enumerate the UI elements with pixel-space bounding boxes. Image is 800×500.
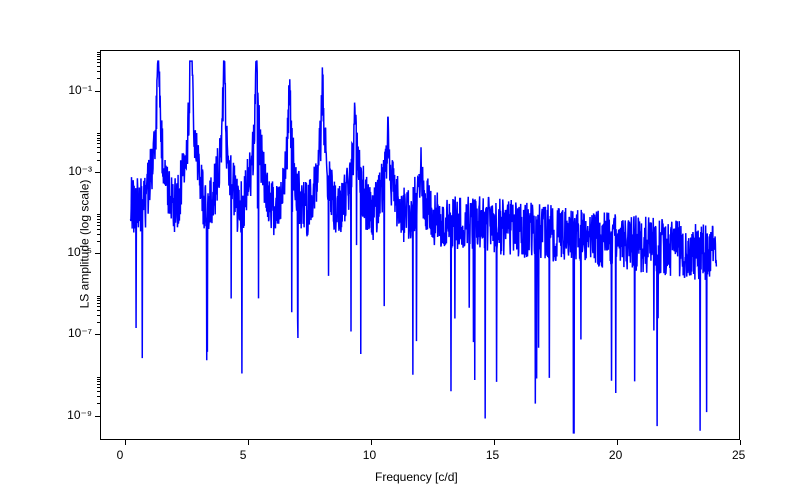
y-minor-tick <box>97 387 100 388</box>
y-minor-tick <box>97 315 100 316</box>
y-axis-label: LS amplitude (log scale) <box>77 180 91 309</box>
x-tick-label: 10 <box>363 448 376 462</box>
y-minor-tick <box>97 384 100 385</box>
x-tick-mark <box>617 440 618 445</box>
y-minor-tick <box>97 296 100 297</box>
y-minor-tick <box>97 241 100 242</box>
y-minor-tick <box>97 66 100 67</box>
y-tick-label: 10⁻⁵ <box>67 245 92 259</box>
y-minor-tick <box>97 138 100 139</box>
y-minor-tick <box>97 377 100 378</box>
y-minor-tick <box>97 298 100 299</box>
y-minor-tick <box>97 133 100 134</box>
figure: LS amplitude (log scale) Frequency [c/d]… <box>0 0 800 500</box>
y-tick-label: 10⁻⁹ <box>67 408 92 422</box>
y-minor-tick <box>97 152 100 153</box>
y-minor-tick <box>97 381 100 382</box>
y-tick-mark <box>95 416 100 417</box>
y-minor-tick <box>97 214 100 215</box>
x-tick-mark <box>740 440 741 445</box>
y-minor-tick <box>97 306 100 307</box>
y-minor-tick <box>97 225 100 226</box>
y-minor-tick <box>97 222 100 223</box>
x-axis-label: Frequency [c/d] <box>375 470 458 484</box>
y-minor-tick <box>97 216 100 217</box>
y-minor-tick <box>97 71 100 72</box>
x-tick-label: 25 <box>732 448 745 462</box>
x-tick-label: 0 <box>117 448 124 462</box>
spectrum-line <box>101 51 741 441</box>
y-minor-tick <box>97 219 100 220</box>
y-tick-mark <box>95 172 100 173</box>
y-minor-tick <box>97 234 100 235</box>
y-minor-tick <box>97 391 100 392</box>
y-minor-tick <box>97 300 100 301</box>
x-tick-label: 20 <box>609 448 622 462</box>
y-tick-label: 10⁻¹ <box>68 83 92 97</box>
y-tick-label: 10⁻⁷ <box>68 326 92 340</box>
y-minor-tick <box>97 396 100 397</box>
y-minor-tick <box>97 140 100 141</box>
x-tick-label: 15 <box>486 448 499 462</box>
y-minor-tick <box>97 303 100 304</box>
y-tick-mark <box>95 91 100 92</box>
x-tick-mark <box>125 440 126 445</box>
y-tick-mark <box>95 334 100 335</box>
x-tick-label: 5 <box>240 448 247 462</box>
y-minor-tick <box>97 403 100 404</box>
y-minor-tick <box>97 52 100 53</box>
y-minor-tick <box>97 379 100 380</box>
y-minor-tick <box>97 322 100 323</box>
y-minor-tick <box>97 160 100 161</box>
y-minor-tick <box>97 143 100 144</box>
y-minor-tick <box>97 59 100 60</box>
y-tick-label: 10⁻³ <box>68 164 92 178</box>
y-minor-tick <box>97 56 100 57</box>
y-tick-mark <box>95 253 100 254</box>
y-minor-tick <box>97 147 100 148</box>
y-minor-tick <box>97 78 100 79</box>
y-minor-tick <box>97 54 100 55</box>
x-tick-mark <box>248 440 249 445</box>
x-tick-mark <box>494 440 495 445</box>
y-minor-tick <box>97 310 100 311</box>
spectrum-path <box>131 61 717 433</box>
y-minor-tick <box>97 62 100 63</box>
y-minor-tick <box>97 135 100 136</box>
x-tick-mark <box>371 440 372 445</box>
y-minor-tick <box>97 229 100 230</box>
plot-area <box>100 50 740 440</box>
